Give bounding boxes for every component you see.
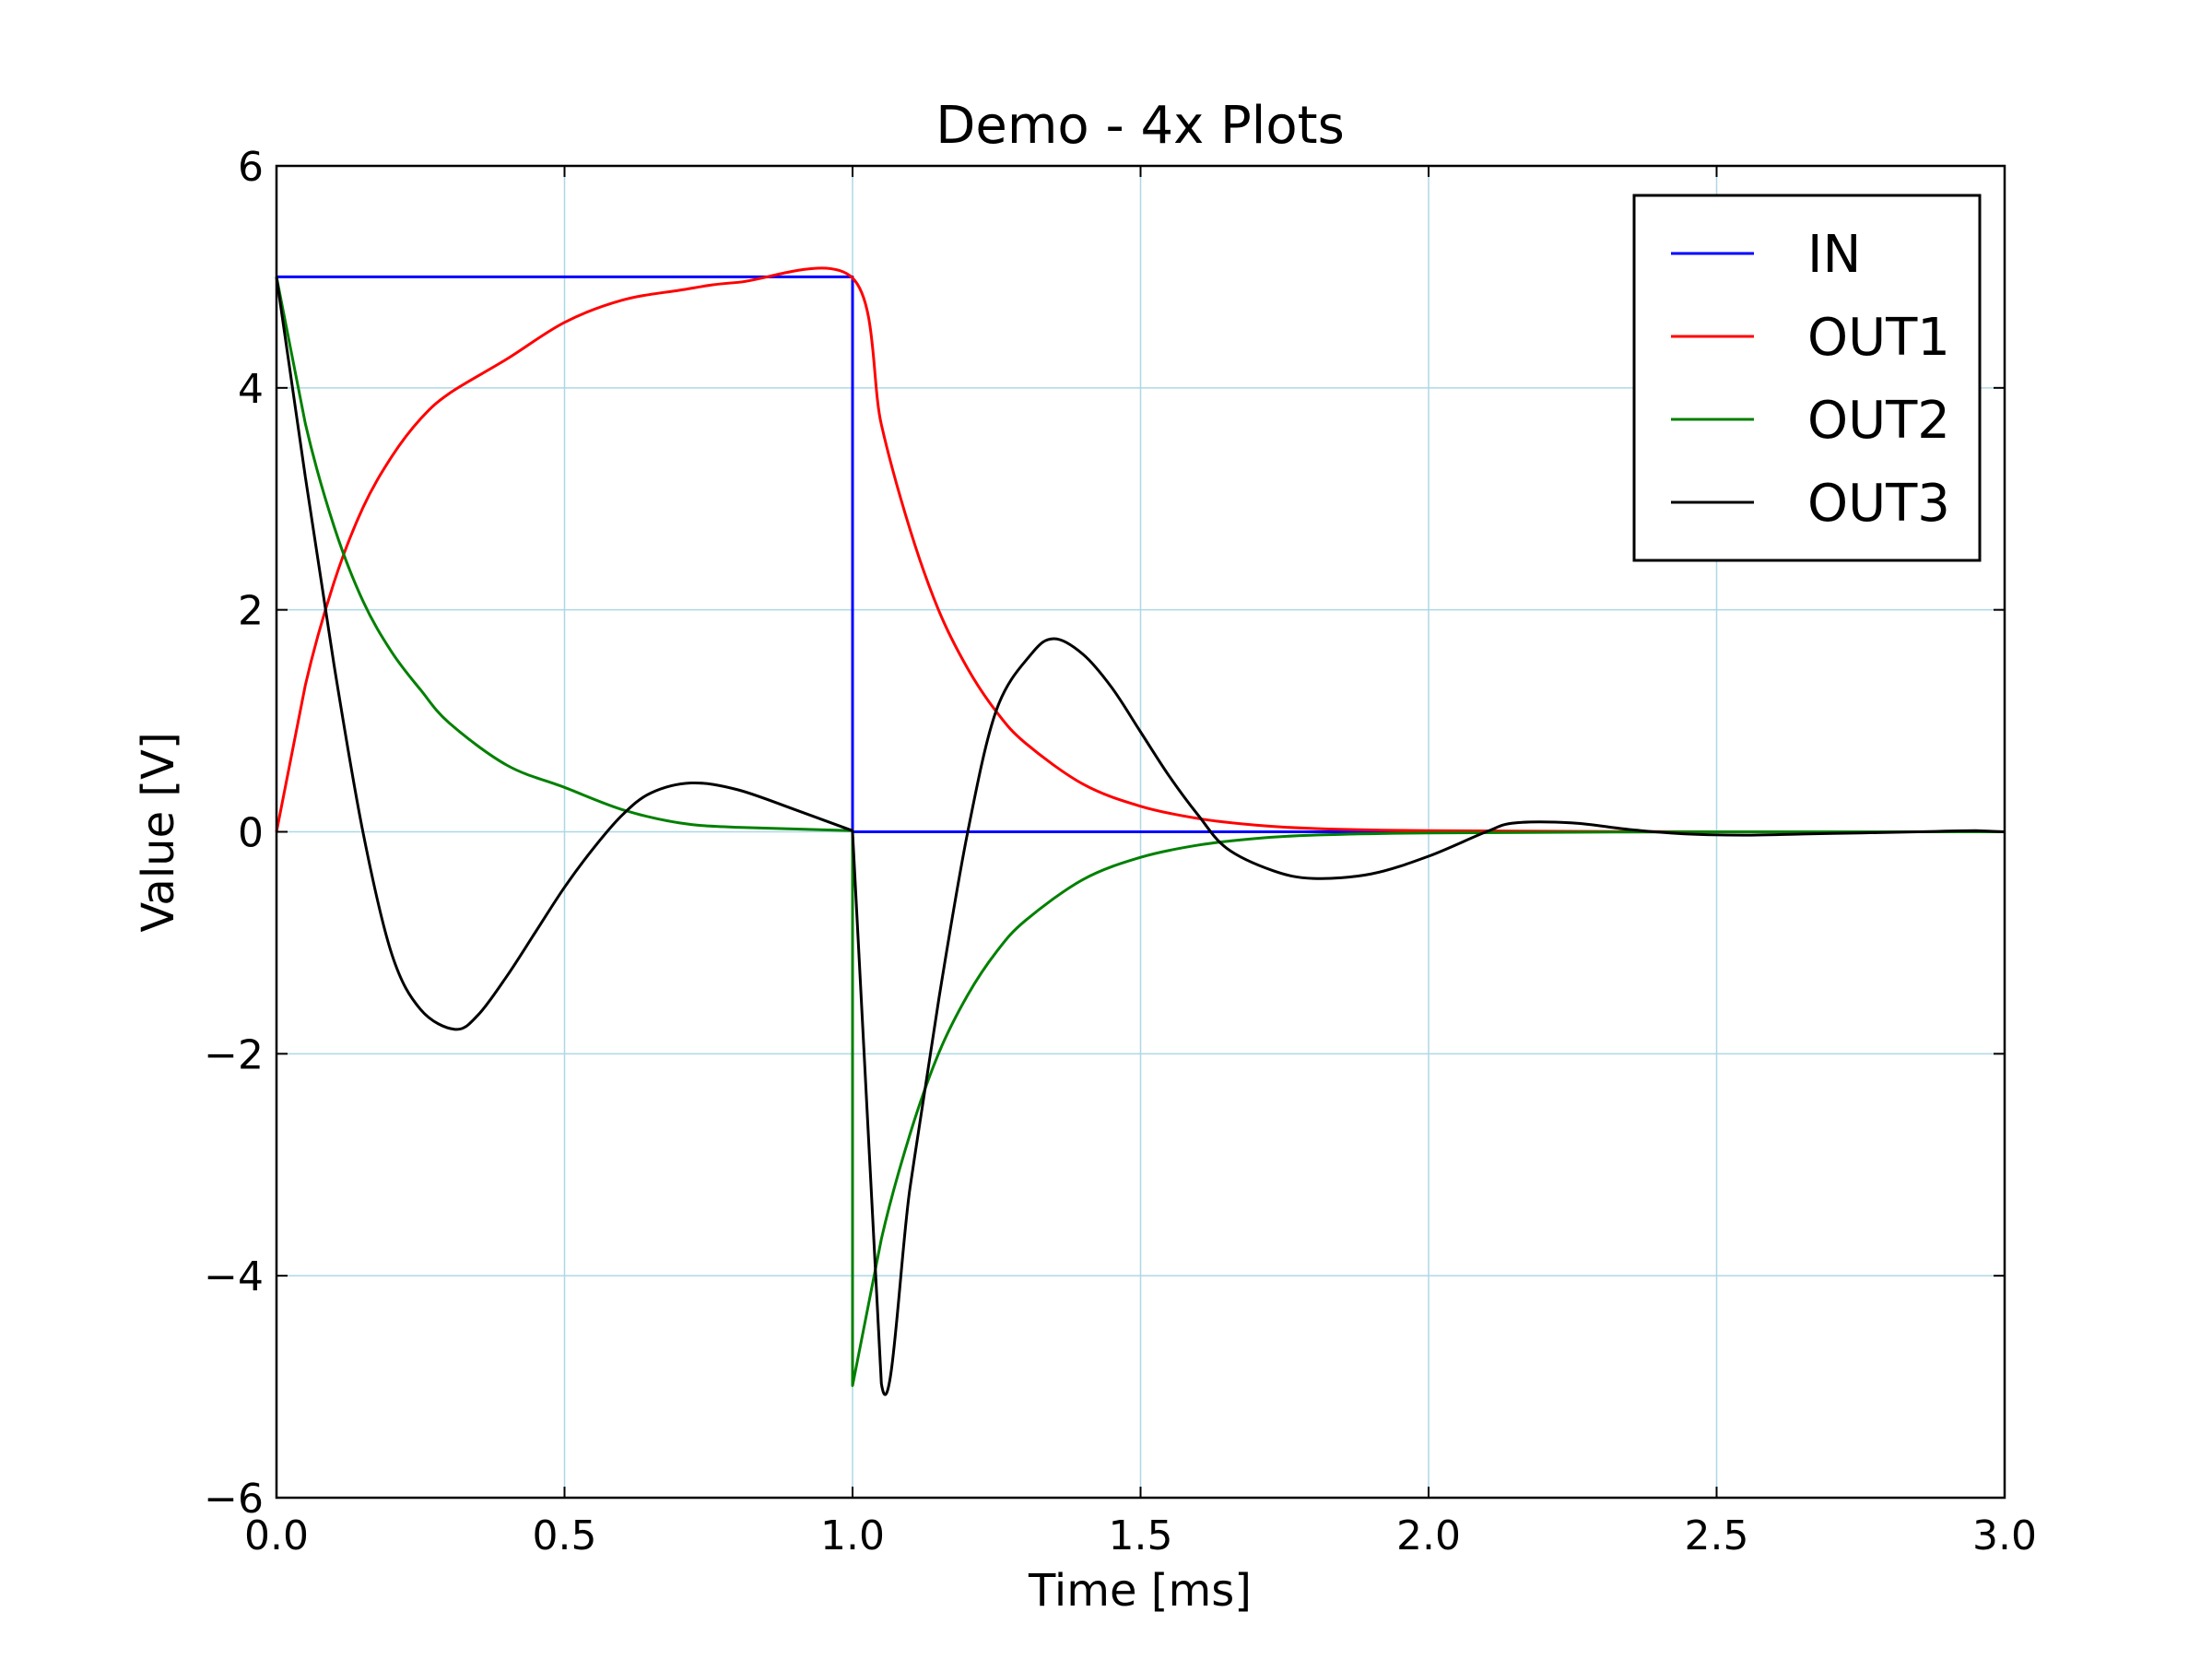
x-tick-label: 2.5	[1685, 1512, 1749, 1559]
axis-ticks	[276, 165, 2006, 1499]
x-tick-label: 3.0	[1972, 1512, 2037, 1559]
y-tick-label: 0	[238, 810, 264, 857]
legend-label: IN	[1807, 225, 1861, 285]
y-tick-label: −6	[204, 1476, 264, 1523]
series-line-out2	[275, 276, 2005, 1387]
legend-label: OUT3	[1807, 474, 1950, 534]
chart-title: Demo - 4x Plots	[935, 96, 1345, 156]
x-tick-label: 2.0	[1396, 1512, 1461, 1559]
legend: IN OUT1 OUT2 OUT3	[1632, 194, 1982, 562]
y-tick-label: −2	[204, 1031, 264, 1078]
series-lines	[275, 266, 2006, 1396]
x-tick-labels: 0.0 0.5 1.0 1.5 2.0 2.5 3.0	[244, 1512, 2037, 1559]
y-axis-label: Value [V]	[133, 732, 184, 932]
x-tick-label: 0.5	[533, 1512, 597, 1559]
x-axis-label: Time [ms]	[1028, 1565, 1252, 1617]
series-line-out1	[275, 266, 2005, 833]
y-tick-labels: 6 4 2 0 −2 −4 −6	[204, 144, 264, 1523]
x-tick-label: 1.5	[1109, 1512, 1173, 1559]
y-tick-label: −4	[204, 1253, 264, 1300]
x-tick-label: 0.0	[244, 1512, 309, 1559]
legend-label: OUT2	[1807, 391, 1950, 451]
x-tick-label: 1.0	[820, 1512, 885, 1559]
series-line-out3	[275, 276, 2006, 1396]
y-tick-label: 6	[238, 144, 264, 191]
y-tick-label: 4	[238, 366, 264, 413]
legend-box	[1632, 194, 1982, 562]
legend-label: OUT1	[1807, 308, 1950, 368]
y-tick-label: 2	[238, 588, 264, 635]
